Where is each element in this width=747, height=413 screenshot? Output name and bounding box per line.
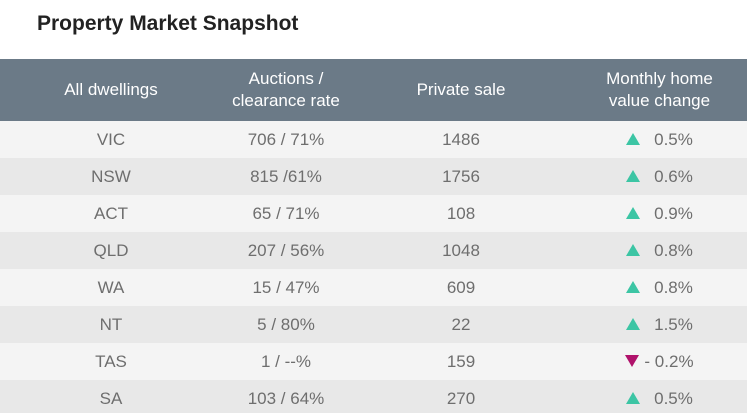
table-row: NSW 815 /61% 1756 0.6% (0, 158, 747, 195)
private-sale-cell: 22 (451, 314, 471, 334)
change-cell: 0.8% (572, 232, 747, 269)
table-row: WA 15 / 47% 609 0.8% (0, 269, 747, 306)
market-table: All dwellings Auctions / clearance rate … (0, 59, 747, 413)
state-cell: NSW (91, 166, 131, 186)
auctions-cell: 207 / 56% (247, 240, 325, 260)
up-arrow-icon (626, 207, 641, 220)
private-sale-cell: 108 (446, 203, 476, 223)
header-label-line1: Monthly home (606, 69, 713, 88)
header-private-sale: Private sale (350, 59, 572, 121)
header-auctions: Auctions / clearance rate (222, 59, 350, 121)
change-cell: 0.5% (572, 121, 747, 158)
up-arrow-icon (626, 318, 641, 331)
header-label-line2: clearance rate (232, 91, 340, 110)
table-row: SA 103 / 64% 270 0.5% (0, 380, 747, 413)
state-cell: ACT (94, 203, 128, 223)
change-value: 0.5% (654, 129, 693, 149)
change-value: 0.8% (654, 277, 693, 297)
private-sale-cell: 1486 (442, 129, 480, 149)
state-cell: SA (99, 388, 123, 408)
header-all-dwellings: All dwellings (0, 59, 222, 121)
change-value: 0.8% (654, 240, 693, 260)
auctions-cell: 15 / 47% (252, 277, 320, 297)
header-label-line1: Auctions / (248, 69, 324, 88)
change-value: 0.5% (654, 388, 693, 408)
private-sale-cell: 1048 (442, 240, 480, 260)
state-cell: VIC (96, 129, 126, 149)
state-cell: WA (97, 277, 125, 297)
down-arrow-icon (625, 355, 640, 368)
table-row: QLD 207 / 56% 1048 0.8% (0, 232, 747, 269)
change-cell: 0.5% (572, 380, 747, 413)
table-row: ACT 65 / 71% 108 0.9% (0, 195, 747, 232)
auctions-cell: 5 / 80% (257, 314, 315, 334)
state-cell: QLD (93, 240, 129, 260)
up-arrow-icon (626, 244, 641, 257)
private-sale-cell: 609 (446, 277, 476, 297)
change-cell: 0.6% (572, 158, 747, 195)
state-cell: NT (99, 314, 123, 334)
table-row: TAS 1 / --% 159 - 0.2% (0, 343, 747, 380)
change-cell: 0.8% (572, 269, 747, 306)
up-arrow-icon (626, 281, 641, 294)
state-cell: TAS (95, 351, 127, 371)
private-sale-cell: 1756 (442, 166, 480, 186)
change-cell: 0.9% (572, 195, 747, 232)
up-arrow-icon (626, 133, 641, 146)
auctions-cell: 65 / 71% (252, 203, 320, 223)
auctions-cell: 103 / 64% (247, 388, 325, 408)
header-label: Private sale (416, 80, 506, 99)
page-title: Property Market Snapshot (37, 12, 299, 35)
private-sale-cell: 270 (446, 388, 476, 408)
up-arrow-icon (626, 170, 641, 183)
auctions-cell: 706 / 71% (247, 129, 325, 149)
up-arrow-icon (626, 392, 641, 405)
table-row: NT 5 / 80% 22 1.5% (0, 306, 747, 343)
header-monthly-change: Monthly home value change (572, 59, 747, 121)
private-sale-cell: 159 (446, 351, 476, 371)
change-value: 1.5% (654, 314, 693, 334)
change-value: 0.9% (654, 203, 693, 223)
table-row: VIC 706 / 71% 1486 0.5% (0, 121, 747, 158)
table-header-row: All dwellings Auctions / clearance rate … (0, 59, 747, 121)
auctions-cell: 815 /61% (250, 166, 322, 186)
header-label-line2: value change (608, 91, 711, 110)
change-cell: 1.5% (572, 306, 747, 343)
header-label: All dwellings (64, 80, 158, 99)
change-value: 0.6% (654, 166, 693, 186)
change-cell: - 0.2% (572, 343, 747, 380)
auctions-cell: 1 / --% (260, 351, 312, 371)
change-value: - 0.2% (644, 351, 694, 371)
